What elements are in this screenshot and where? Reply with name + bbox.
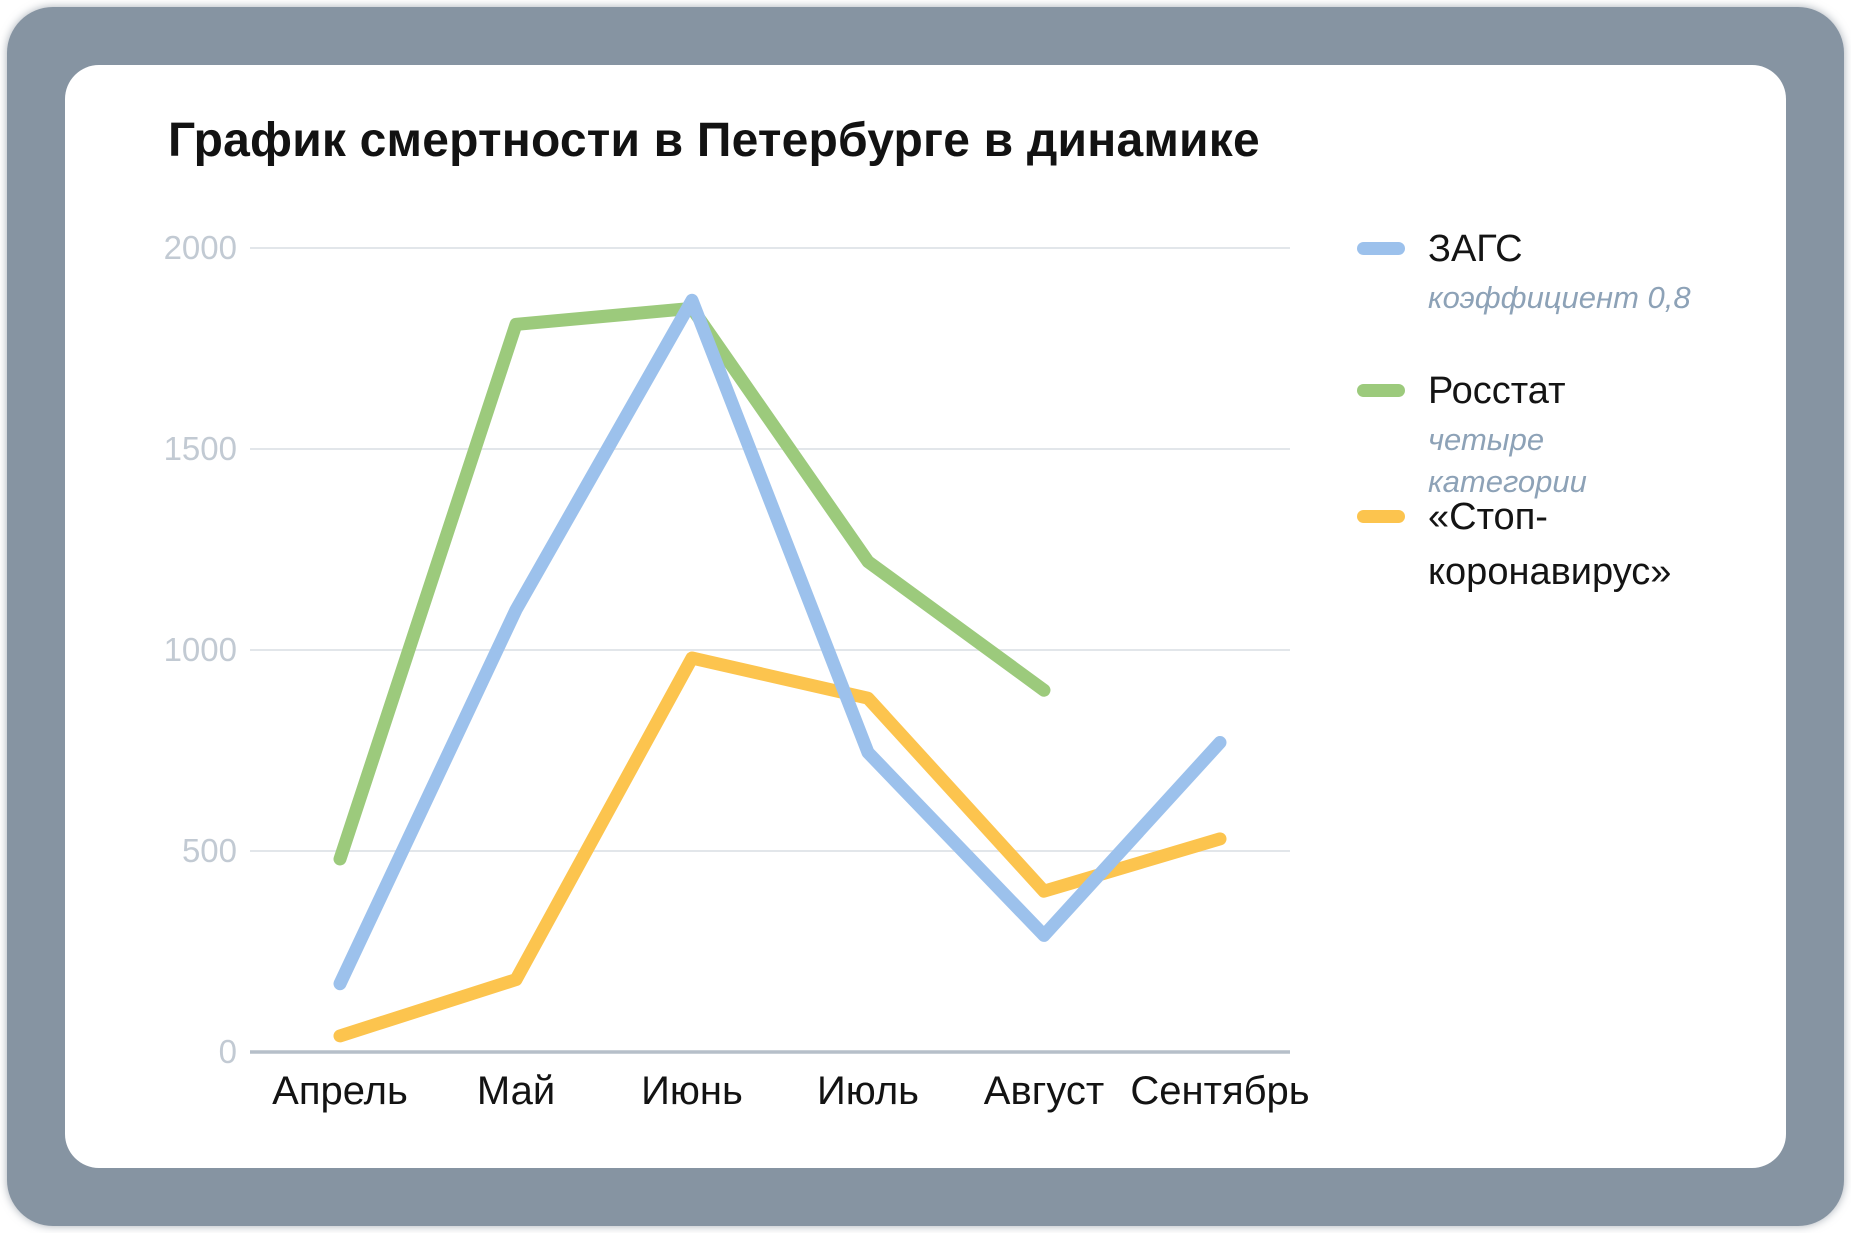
y-tick-label-0: 0 bbox=[218, 1033, 237, 1070]
x-tick-august: Август bbox=[983, 1069, 1105, 1113]
x-tick-june: Июнь bbox=[641, 1069, 743, 1113]
zags-series-swatch bbox=[1357, 242, 1405, 255]
x-tick-september: Сентябрь bbox=[1130, 1069, 1310, 1113]
legend-label-rosstat: Росстат bbox=[1428, 370, 1566, 412]
legend-note-zags: коэффициент 0,8 bbox=[1428, 280, 1691, 315]
y-tick-label-500: 500 bbox=[181, 832, 237, 869]
chart-title: График смертности в Петербурге в динамик… bbox=[168, 114, 1260, 167]
legend-label-zags: ЗАГС bbox=[1428, 228, 1523, 270]
legend-note-rosstat: четыре категории bbox=[1428, 422, 1587, 499]
x-tick-april: Апрель bbox=[272, 1069, 408, 1113]
x-tick-july: Июль bbox=[816, 1069, 920, 1113]
legend-item-stopcoronavirus: «Стоп-коронавирус» bbox=[1357, 490, 1696, 600]
legend-item-zags: ЗАГС коэффициент 0,8 bbox=[1357, 222, 1696, 319]
x-tick-may: Май bbox=[476, 1069, 556, 1113]
legend-label-stopcoronavirus: «Стоп-коронавирус» bbox=[1428, 496, 1672, 593]
y-tick-label-1500: 1500 bbox=[163, 430, 237, 467]
y-tick-label-2000: 2000 bbox=[163, 229, 237, 266]
stopcoronavirus-series-swatch bbox=[1357, 510, 1405, 523]
rosstat-series-swatch bbox=[1357, 384, 1405, 397]
y-tick-label-1000: 1000 bbox=[163, 631, 237, 668]
legend-item-rosstat: Росстат четыре категории bbox=[1357, 364, 1696, 503]
